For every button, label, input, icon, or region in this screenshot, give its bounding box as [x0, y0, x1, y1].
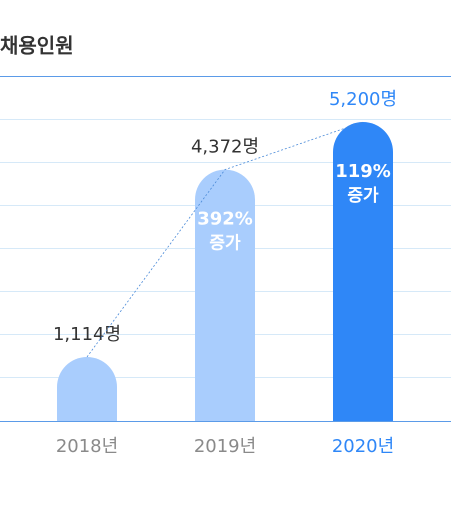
x-tick-label: 2018년	[56, 436, 118, 457]
bar	[333, 122, 393, 421]
value-label: 5,200명	[329, 89, 397, 110]
growth-label: 119%	[335, 161, 391, 182]
bar	[195, 169, 255, 421]
trend-line	[86, 121, 364, 358]
x-tick-label: 2019년	[194, 436, 256, 457]
growth-word: 증가	[347, 186, 379, 206]
growth-label: 392%	[197, 209, 253, 230]
value-label: 1,114명	[53, 324, 121, 345]
value-label: 4,372명	[191, 137, 259, 158]
bar	[57, 356, 117, 421]
chart-title: 채용인원	[0, 34, 74, 58]
x-tick-label: 2020년	[332, 436, 394, 457]
growth-word: 증가	[209, 234, 241, 254]
